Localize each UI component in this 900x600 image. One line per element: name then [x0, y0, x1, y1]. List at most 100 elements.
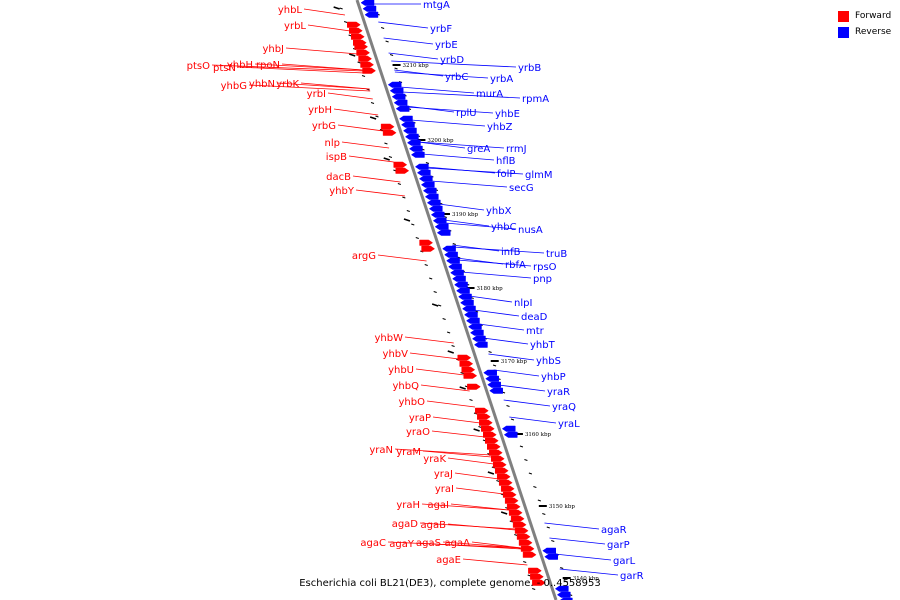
reverse-gene-feature [542, 547, 557, 554]
leader-line [409, 352, 460, 360]
leader-line [544, 522, 600, 530]
leader-line [503, 399, 551, 407]
leader-line [394, 448, 491, 456]
forward-gene-feature [477, 413, 491, 420]
reverse-gene-label: mtgA [423, 0, 450, 11]
leader-line [473, 309, 520, 317]
forward-gene-label: yhbL [278, 5, 303, 16]
forward-gene-feature [530, 573, 544, 580]
reverse-gene-feature [362, 5, 377, 12]
leader-line [483, 337, 529, 345]
leader-line [447, 523, 516, 531]
forward-gene-feature [510, 515, 525, 522]
reverse-gene-feature [405, 133, 419, 140]
reverse-gene-feature [464, 311, 478, 318]
leader-line [426, 167, 524, 175]
tick-mark [537, 499, 542, 502]
reverse-gene-feature [389, 87, 404, 94]
leader-line [237, 66, 365, 74]
reverse-gene-label: yhbT [530, 340, 556, 351]
forward-gene-feature [347, 21, 361, 28]
reverse-gene-feature [444, 251, 458, 258]
tick-mark [528, 472, 533, 475]
leader-line [418, 141, 505, 149]
tick-mark [343, 21, 348, 23]
forward-gene-feature [419, 239, 434, 246]
legend-label-reverse: Reverse [855, 27, 892, 37]
tick-mark [406, 210, 410, 212]
reverse-gene-label: rrmJ [506, 144, 527, 155]
leader-line [426, 400, 476, 408]
forward-gene-feature [483, 431, 497, 438]
genome-caption: Escherichia coli BL21(DE3), complete gen… [0, 578, 900, 589]
reverse-gene-label: mtr [526, 326, 545, 337]
forward-gene-feature [518, 539, 533, 546]
caption-text: Escherichia coli BL21(DE3), complete gen… [299, 578, 601, 589]
forward-gene-label: ispB [326, 152, 347, 163]
scale-label: 3180 kbp [477, 286, 504, 292]
reverse-gene-feature [466, 317, 480, 324]
reverse-gene-feature [393, 99, 408, 106]
forward-gene-label: yraO [406, 427, 430, 438]
reverse-gene-feature [422, 187, 437, 194]
forward-gene-label: argG [352, 251, 376, 262]
leader-line [457, 259, 532, 267]
reverse-gene-label: yrbC [445, 72, 468, 83]
reverse-gene-label: garL [613, 556, 636, 567]
forward-gene-feature [506, 503, 521, 510]
tick-mark [380, 27, 385, 29]
reverse-gene-label: murA [476, 89, 503, 100]
reverse-gene-label: garR [620, 571, 644, 582]
reverse-gene-feature [408, 145, 423, 152]
leader-line [444, 222, 517, 230]
forward-gene-label: ptsN [213, 63, 236, 74]
forward-gene-feature [479, 419, 493, 426]
tick-mark [546, 526, 550, 529]
forward-gene-label: agaE [436, 555, 461, 566]
tick-mark [442, 318, 446, 320]
leader-line [394, 69, 444, 77]
forward-gene-feature [362, 67, 376, 74]
tick-mark [560, 567, 564, 569]
tick-mark [425, 162, 430, 164]
tick-mark [361, 75, 366, 77]
leader-line [420, 384, 470, 392]
leader-line [554, 553, 612, 561]
reverse-gene-label: yrbD [440, 55, 464, 66]
tick-mark [551, 540, 555, 542]
tick-mark [564, 580, 568, 583]
forward-gene-label: yhbH [227, 60, 253, 71]
reverse-gene-feature [418, 175, 433, 182]
forward-gene-feature [349, 27, 363, 34]
leader-line [383, 37, 434, 45]
forward-gene-label: yhbJ [262, 44, 284, 55]
forward-gene-label: yraI [435, 484, 454, 495]
reverse-gene-feature [501, 425, 516, 432]
leader-line [493, 369, 540, 377]
reverse-gene-feature [399, 115, 413, 122]
tick-mark [492, 364, 497, 367]
forward-gene-label: yhbW [375, 333, 404, 344]
tick-mark [411, 223, 415, 226]
leader-line [469, 295, 513, 303]
forward-gene-feature [461, 366, 476, 373]
forward-gene-feature [457, 354, 472, 361]
reverse-gene-feature [473, 341, 488, 348]
forward-gene-feature [489, 449, 503, 456]
tick-mark [394, 67, 398, 70]
forward-gene-label: yraJ [434, 469, 453, 480]
reverse-gene-feature [468, 323, 482, 330]
tick-mark [433, 291, 437, 293]
forward-gene-feature [395, 167, 410, 174]
major-tick [459, 386, 466, 390]
forward-gene-label: yhbO [399, 397, 426, 408]
tick-mark [424, 264, 428, 266]
tick-mark [384, 142, 388, 145]
tick-mark [370, 102, 375, 104]
forward-gene-label: agaY [389, 539, 415, 550]
legend-item-forward: Forward [838, 9, 891, 23]
reverse-gene-label: deaD [521, 312, 548, 323]
tick-mark [452, 243, 456, 245]
reverse-gene-feature [414, 163, 429, 170]
